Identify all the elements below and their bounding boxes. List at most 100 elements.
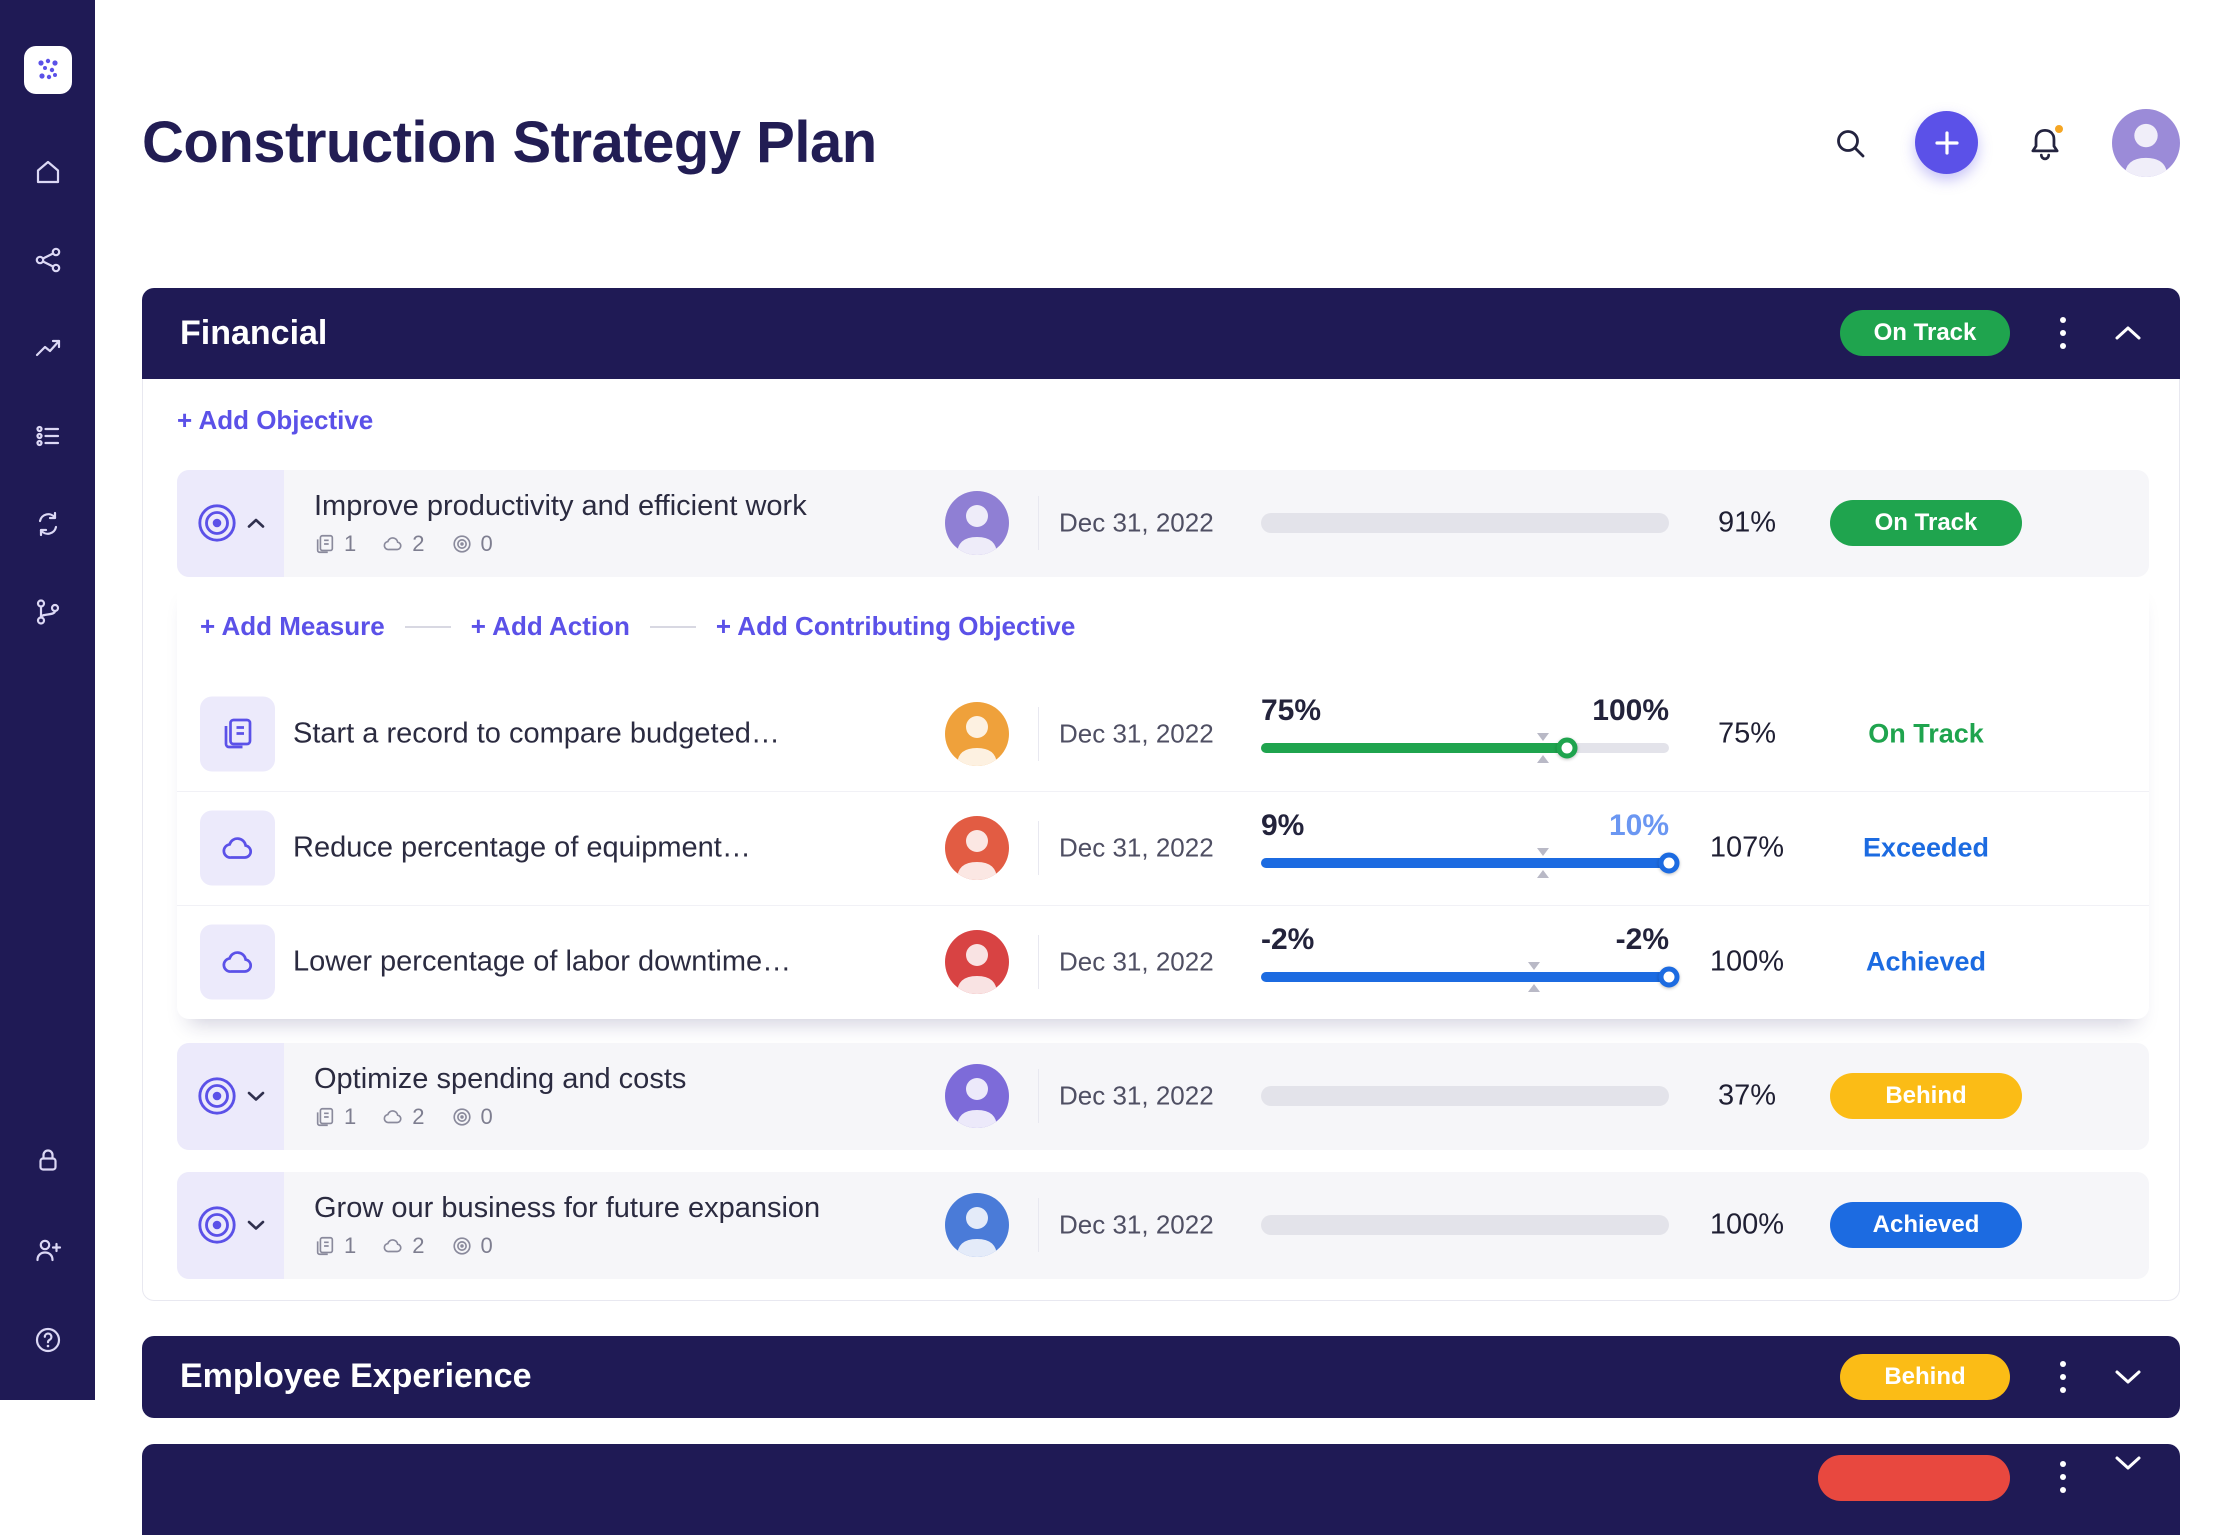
objective-counts: 1 2 0 [314,1104,914,1130]
actions-count: 2 [382,531,425,557]
slider-track[interactable] [1261,847,1680,878]
add-action-link[interactable]: + Add Action [470,611,630,642]
add-objective-link[interactable]: + Add Objective [177,404,374,435]
due-date[interactable]: Dec 31, 2022 [1059,1080,1214,1111]
slider-current-label: 75% [1261,693,1322,727]
branch-icon[interactable] [33,597,63,627]
measure-title[interactable]: Reduce percentage of equipment… [293,831,751,864]
page-header: Construction Strategy Plan [142,0,2180,288]
trend-icon[interactable] [33,333,63,363]
expand-chevron-down-icon[interactable] [2114,1369,2142,1385]
chevron-down-icon [247,1220,265,1230]
app-logo[interactable] [23,46,72,94]
slider-target-label: 100% [1592,693,1669,727]
objective-icon-block[interactable] [177,469,284,577]
notifications-button[interactable] [2026,121,2066,162]
slider-target-label: -2% [1615,922,1669,956]
progress-percent: 107% [1709,831,1785,864]
help-icon[interactable] [33,1325,63,1355]
add-measure-link[interactable]: + Add Measure [200,611,385,642]
document-icon [224,718,251,749]
kebab-menu-icon[interactable] [2054,311,2072,355]
contributing-count: 0 [451,1104,493,1130]
slider-thumb[interactable] [1658,966,1680,988]
divider [1038,706,1039,761]
section-employee-experience: Employee Experience Behind [142,1335,2180,1418]
measure-title[interactable]: Lower percentage of labor downtime… [293,945,792,978]
owner-avatar[interactable] [945,816,1009,881]
document-icon [316,1108,334,1127]
objective-title[interactable]: Improve productivity and efficient work [314,490,807,523]
collapse-chevron-up-icon[interactable] [2114,325,2142,341]
progress-bar [1261,1215,1669,1236]
owner-avatar[interactable] [945,1064,1009,1129]
slider-target-label: 10% [1608,808,1669,842]
status-badge[interactable]: Achieved [1830,1202,2022,1249]
actions-count: 2 [382,1104,425,1130]
target-icon [452,1237,471,1255]
progress-percent: 37% [1717,1079,1777,1112]
slider-labels: -2% -2% [1261,922,1669,958]
slider-current-label: 9% [1261,808,1305,842]
search-button[interactable] [1833,126,1867,160]
kebab-menu-icon[interactable] [2054,1455,2072,1499]
sync-icon[interactable] [33,509,63,539]
objective-row: Grow our business for future expansion 1… [177,1171,2149,1279]
slider-labels: 9% 10% [1261,808,1669,844]
chevron-up-icon [247,518,265,528]
add-button[interactable] [1915,111,1978,175]
measures-count: 1 [314,1104,356,1130]
due-date[interactable]: Dec 31, 2022 [1059,718,1214,749]
add-contributing-objective-link[interactable]: + Add Contributing Objective [715,611,1076,642]
measure-slider: 75% 100% [1261,693,1669,763]
owner-avatar[interactable] [945,1193,1009,1258]
divider [1038,821,1039,876]
slider-labels: 75% 100% [1261,693,1669,729]
slider-track[interactable] [1261,732,1669,763]
cloud-icon [383,537,402,551]
progress-percent: 100% [1709,1208,1785,1241]
objective-icon-block[interactable] [177,1171,284,1279]
invite-user-icon[interactable] [33,1235,63,1265]
due-date[interactable]: Dec 31, 2022 [1059,946,1214,977]
section-body-financial: + Add Objective Improve productivity and… [142,378,2180,1301]
home-icon[interactable] [33,157,63,187]
objective-title[interactable]: Grow our business for future expansion [314,1192,821,1225]
measure-row: Lower percentage of labor downtime… Dec … [177,904,2149,1019]
measure-row: Start a record to compare budgeted… Dec … [177,677,2149,791]
status-text: On Track [1868,718,1984,749]
measures-count: 1 [314,531,356,557]
cloud-icon [222,950,252,973]
objective-expanded-panel: + Add Measure + Add Action + Add Contrib… [177,576,2149,1019]
target-icon [198,1206,236,1244]
section-header-financial: Financial On Track [142,287,2180,379]
status-badge[interactable] [1818,1454,2010,1501]
search-icon [1837,129,1865,158]
expand-chevron-down-icon[interactable] [2114,1455,2142,1471]
slider-thumb[interactable] [1556,737,1578,759]
due-date[interactable]: Dec 31, 2022 [1059,507,1214,538]
divider [404,625,451,628]
network-icon[interactable] [33,245,63,275]
due-date[interactable]: Dec 31, 2022 [1059,1209,1214,1240]
progress-percent: 91% [1717,506,1777,539]
objective-main: Improve productivity and efficient work … [314,489,914,557]
due-date[interactable]: Dec 31, 2022 [1059,832,1214,863]
section-financial: Financial On Track + Add Objective Impro… [142,287,2180,1301]
status-badge[interactable]: On Track [1830,500,2022,547]
goals-list-icon[interactable] [33,421,63,451]
objective-title[interactable]: Optimize spending and costs [314,1063,687,1096]
status-badge[interactable]: Behind [1830,1073,2022,1120]
status-badge[interactable]: Behind [1840,1353,2010,1400]
owner-avatar[interactable] [945,491,1009,556]
measure-title[interactable]: Start a record to compare budgeted… [293,717,780,750]
lock-icon[interactable] [33,1145,63,1175]
owner-avatar[interactable] [945,701,1009,766]
user-avatar[interactable] [2112,108,2180,177]
kebab-menu-icon[interactable] [2054,1355,2072,1399]
owner-avatar[interactable] [945,930,1009,995]
slider-track[interactable] [1261,961,1680,992]
objective-icon-block[interactable] [177,1042,284,1150]
status-badge[interactable]: On Track [1840,310,2010,357]
slider-thumb[interactable] [1658,852,1680,874]
